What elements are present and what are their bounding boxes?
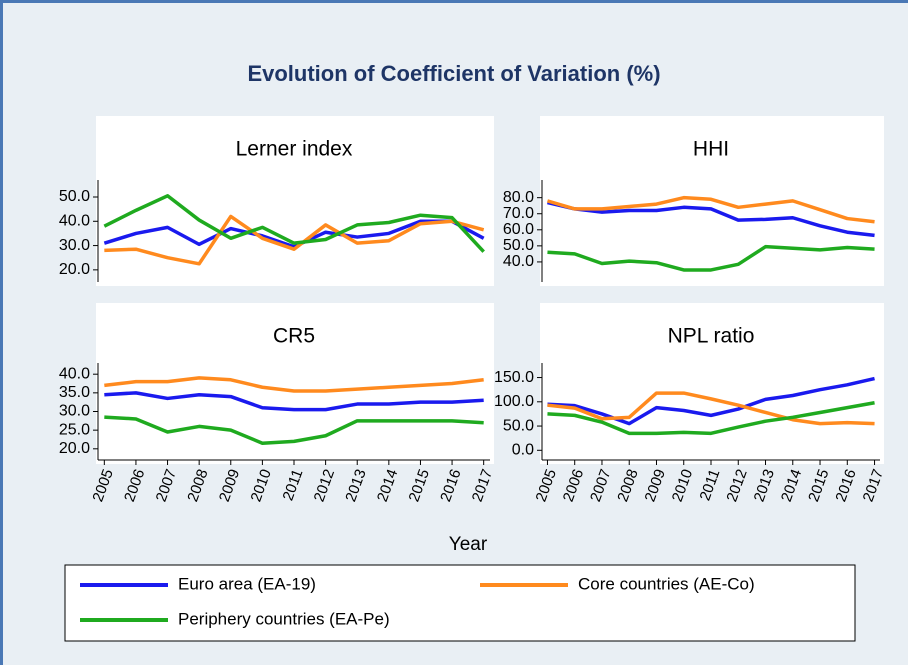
subplot-title: NPL ratio: [668, 325, 755, 348]
subplot-title: HHI: [693, 138, 729, 161]
legend: [64, 564, 856, 642]
series-line: [104, 415, 484, 445]
series-line: [547, 401, 875, 436]
y-tick-label: 100.0: [494, 393, 534, 410]
x-axis-label: Year: [449, 534, 488, 555]
series-line: [547, 200, 875, 238]
y-tick-label: 20.0: [59, 261, 90, 278]
legend-label: Periphery countries (EA-Pe): [178, 609, 390, 628]
y-tick-label: 50.0: [59, 188, 90, 205]
y-tick-label: 25.0: [59, 421, 90, 438]
y-tick-label: 40.0: [59, 213, 90, 230]
y-tick-label: 0.0: [512, 442, 534, 459]
legend-label: Euro area (EA-19): [178, 574, 316, 593]
series-line: [104, 376, 484, 393]
series-line: [546, 195, 875, 224]
y-tick-label: 30.0: [59, 237, 90, 254]
panel: [540, 303, 884, 464]
y-tick-label: 20.0: [59, 440, 90, 457]
series-line: [104, 391, 484, 412]
y-tick-label: 30.0: [59, 403, 90, 420]
series-line: [547, 391, 875, 426]
y-tick-label: 80.0: [503, 189, 534, 206]
subplot-title: Lerner index: [236, 138, 353, 161]
subplot-title: CR5: [273, 325, 315, 348]
series-line: [104, 214, 485, 266]
legend-label: Core countries (AE-Co): [578, 574, 755, 593]
y-tick-label: 40.0: [503, 253, 534, 270]
y-tick-label: 50.0: [503, 417, 534, 434]
series-line: [103, 219, 485, 249]
figure-title: Evolution of Coefficient of Variation (%…: [247, 61, 660, 86]
y-tick-label: 150.0: [494, 369, 534, 386]
y-tick-label: 35.0: [59, 384, 90, 401]
y-tick-label: 60.0: [503, 221, 534, 238]
series-line: [547, 244, 875, 272]
y-tick-label: 70.0: [503, 205, 534, 222]
series-line: [547, 376, 875, 426]
series-line: [103, 194, 485, 253]
y-tick-label: 50.0: [503, 237, 534, 254]
y-tick-label: 40.0: [59, 365, 90, 382]
